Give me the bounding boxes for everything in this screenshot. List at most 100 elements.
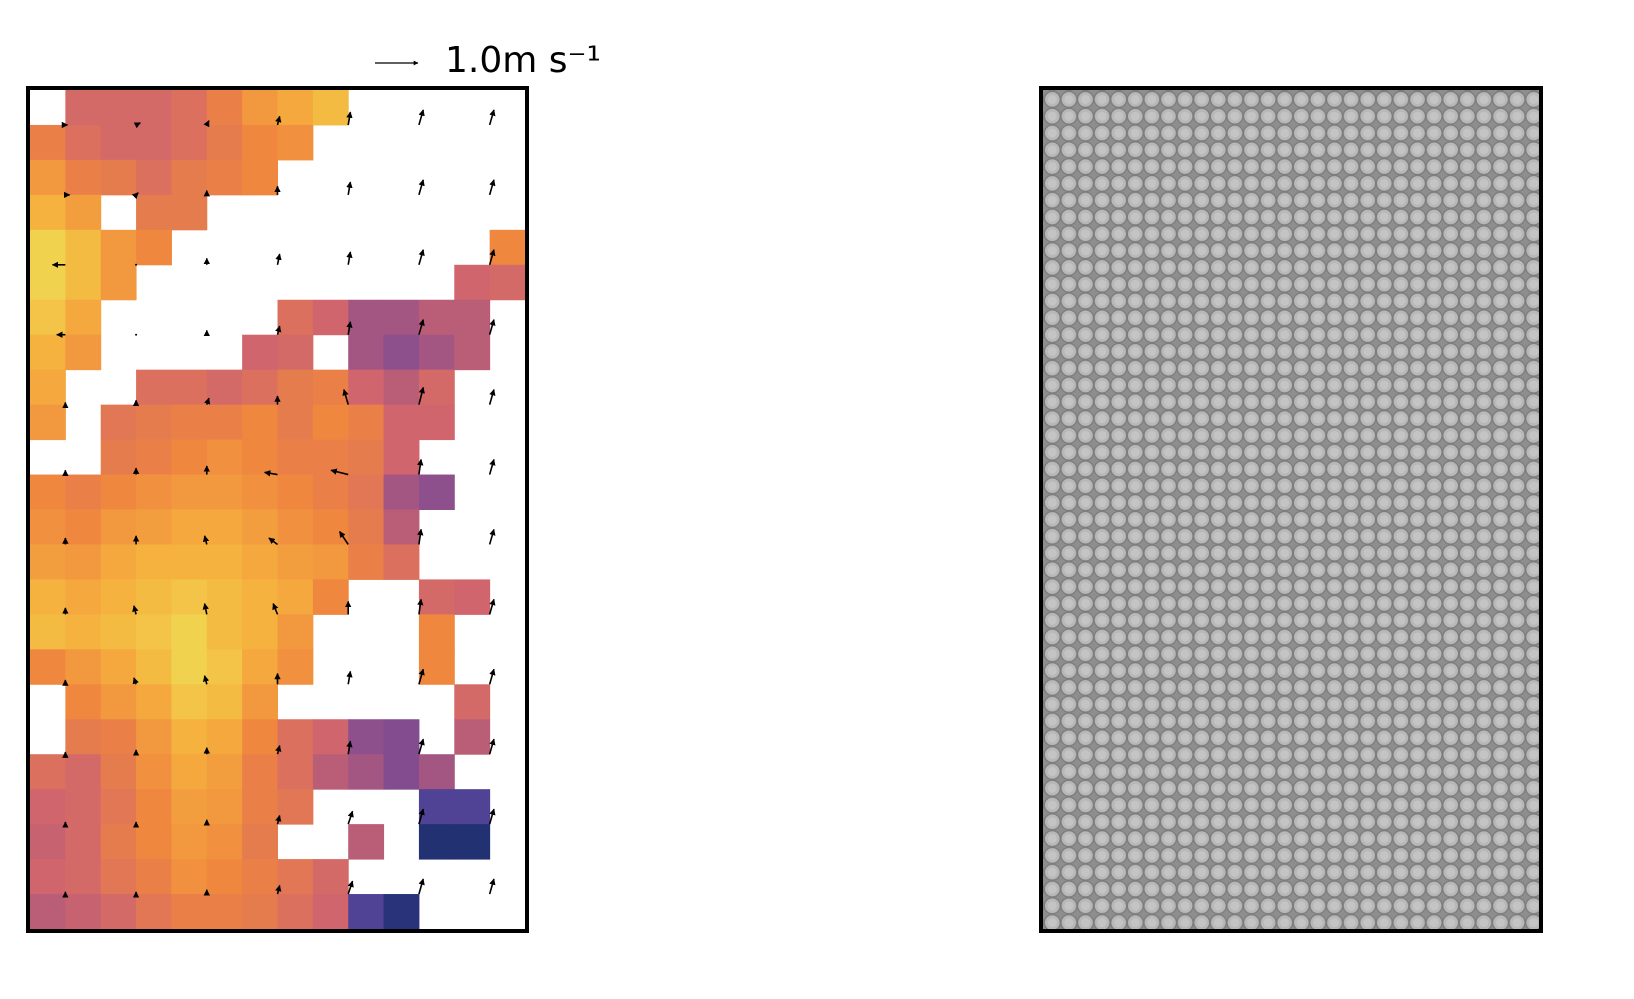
arrow — [488, 808, 496, 825]
cell — [206, 474, 243, 510]
cell — [383, 894, 420, 930]
cell — [418, 579, 455, 615]
cell — [65, 719, 102, 755]
cell — [348, 334, 385, 371]
cell — [348, 754, 385, 790]
arrow — [275, 884, 282, 895]
right-panel — [1039, 86, 1543, 933]
arrow — [418, 668, 425, 685]
cell — [454, 684, 491, 720]
cell — [242, 824, 278, 860]
cell — [454, 824, 491, 860]
quiver-key-label: 1.0m s⁻¹ — [445, 40, 601, 81]
cell — [277, 579, 314, 615]
cell — [136, 754, 172, 790]
cell — [65, 754, 102, 790]
cell — [206, 439, 243, 476]
cell — [348, 404, 385, 441]
arrow — [488, 109, 496, 126]
arrow — [488, 878, 496, 895]
cell — [206, 754, 243, 790]
arrow — [418, 109, 425, 126]
cell — [65, 90, 102, 126]
cell — [383, 474, 420, 510]
cell — [30, 894, 66, 930]
cell — [136, 194, 172, 231]
cell — [312, 859, 349, 895]
cell — [277, 894, 314, 930]
cell — [206, 579, 243, 615]
cell — [277, 754, 314, 790]
arrow — [131, 192, 139, 200]
quiver-key: 1.0m s⁻¹ — [375, 40, 601, 81]
cell — [242, 719, 278, 755]
cell — [242, 579, 278, 615]
cell — [348, 509, 385, 545]
cell — [383, 334, 420, 371]
cell — [242, 439, 278, 476]
cell — [100, 509, 137, 545]
cell — [100, 824, 137, 860]
arrow — [418, 878, 425, 895]
cell — [277, 124, 314, 161]
cell — [383, 299, 420, 336]
cell — [171, 124, 208, 161]
cell — [30, 649, 66, 685]
cell — [277, 439, 314, 476]
cell — [30, 789, 66, 825]
arrow — [488, 179, 496, 196]
cell — [30, 754, 66, 790]
cell — [136, 404, 172, 441]
cell — [383, 719, 420, 755]
cell — [418, 404, 455, 441]
cell — [242, 859, 278, 895]
arrow — [488, 668, 496, 685]
arrow — [488, 388, 496, 405]
cell — [348, 894, 385, 930]
cell — [65, 474, 102, 510]
cell — [100, 229, 137, 266]
cell — [30, 299, 66, 336]
cell — [100, 719, 137, 755]
cell — [30, 194, 66, 231]
cell — [65, 789, 102, 825]
cell — [65, 264, 102, 301]
cell — [136, 859, 172, 895]
cell — [100, 439, 137, 476]
cell — [171, 159, 208, 196]
cell — [418, 614, 455, 650]
arrow — [346, 670, 353, 685]
cell — [348, 824, 385, 860]
arrow — [204, 397, 211, 405]
cell — [30, 404, 66, 441]
cell — [348, 544, 385, 580]
cell — [171, 90, 208, 126]
cell — [171, 369, 208, 406]
cell — [30, 614, 66, 650]
cell — [242, 649, 278, 685]
cell — [65, 859, 102, 895]
cell — [136, 894, 172, 930]
cell — [242, 334, 278, 371]
cell — [383, 439, 420, 476]
cell — [277, 509, 314, 545]
cell — [277, 474, 314, 510]
cell — [242, 404, 278, 441]
cell — [136, 369, 172, 406]
cell — [100, 474, 137, 510]
cell — [277, 299, 314, 336]
arrow — [418, 249, 425, 266]
cell — [277, 544, 314, 580]
arrow — [347, 810, 354, 825]
cell — [30, 824, 66, 860]
cell — [206, 789, 243, 825]
arrow — [488, 319, 496, 335]
cell — [136, 719, 172, 755]
cell — [136, 90, 172, 126]
cell — [277, 649, 314, 685]
cell — [312, 404, 349, 441]
cell — [242, 90, 278, 126]
cell — [65, 299, 102, 336]
cell — [206, 404, 243, 441]
cell — [206, 614, 243, 650]
